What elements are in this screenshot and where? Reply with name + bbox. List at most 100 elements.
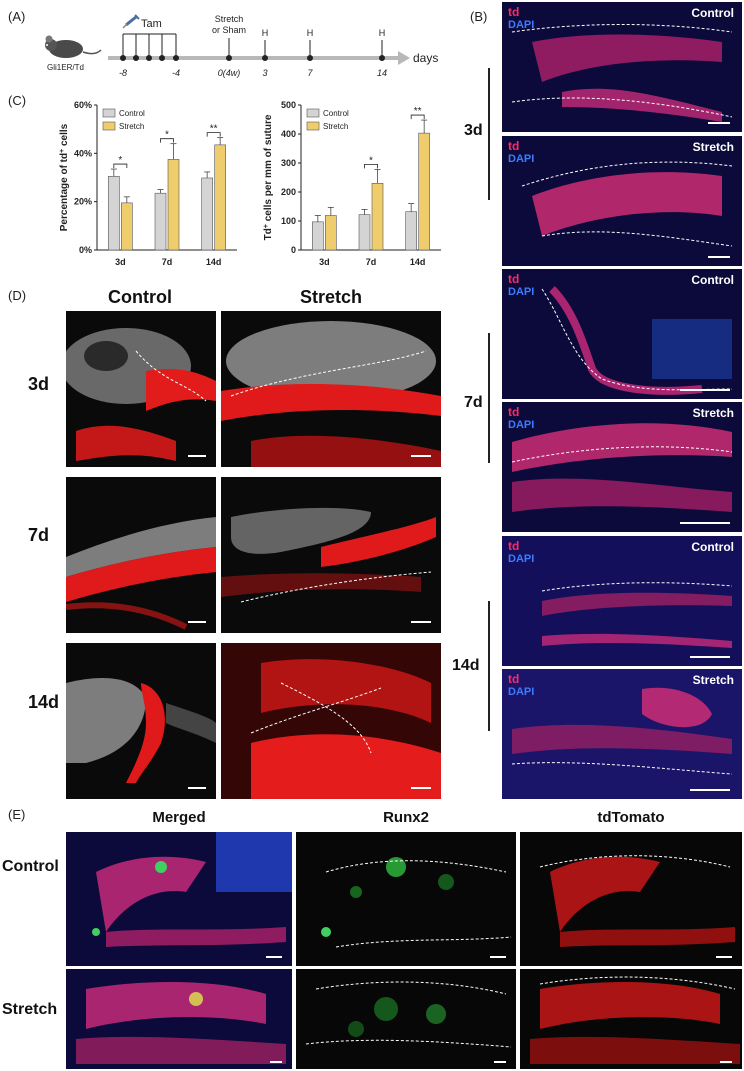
d-row-label-3d: 3d: [28, 374, 50, 394]
significance-bracket: [410, 114, 425, 120]
legend-swatch: [306, 108, 320, 118]
e-image-stretch-merged: [66, 969, 292, 1069]
y-tick-label: 500: [281, 100, 296, 110]
b-image-3d-stretch: td DAPI Stretch: [502, 136, 742, 266]
scale-bar: [188, 455, 206, 457]
e-image-stretch-runx2: [296, 969, 516, 1069]
significance-label: *: [369, 155, 373, 166]
bar-stretch: [167, 159, 180, 251]
chart-percentage-td: 0% 20% 40% 60% Percentage of td+ cells 3d * 7d *…: [59, 100, 237, 267]
b-cond-label: Stretch: [692, 673, 734, 687]
dapi-label: DAPI: [508, 553, 535, 565]
td-label: td: [508, 5, 520, 19]
td-label: td: [508, 672, 520, 686]
b-cond-label: Stretch: [692, 406, 734, 420]
significance-label: **: [414, 106, 422, 117]
td-label: td: [508, 405, 520, 419]
significance-bracket: [160, 138, 174, 143]
bar-control: [405, 211, 417, 251]
tick-label-m8: -8: [119, 68, 127, 78]
harvest-label-7: H: [307, 28, 314, 38]
scale-bar: [411, 455, 431, 457]
harvest-mark-7: [307, 55, 313, 61]
y-tick-label: 400: [281, 129, 296, 139]
b-image-14d-stretch: td DAPI Stretch: [502, 669, 742, 799]
scale-bar: [411, 787, 431, 789]
significance-label: *: [118, 155, 122, 166]
d-image-14d-control: [66, 643, 216, 799]
bar-control: [201, 177, 213, 251]
panel-label-b: (B): [470, 9, 488, 24]
dapi-label: DAPI: [508, 419, 535, 431]
x-tick-label: 14d: [206, 257, 222, 267]
legend-swatch: [102, 108, 116, 118]
b-cond-label: Control: [691, 6, 734, 20]
scale-bar: [266, 956, 282, 958]
dapi-label: DAPI: [508, 153, 535, 165]
bar-control: [358, 214, 371, 251]
d-image-3d-control: [66, 311, 216, 467]
e-image-control-tdtomato: [520, 832, 742, 966]
d-image-3d-stretch: [221, 311, 441, 467]
chart-td-per-mm: 0 100 200 300 400 500 Td+ cells per mm of sutu…: [263, 100, 441, 267]
scale-bar: [690, 656, 730, 658]
legend-label: Control: [119, 109, 145, 118]
bar-stretch: [371, 183, 384, 251]
bar-control: [154, 192, 167, 251]
mouse-strain-label: Gli1ER/Td: [47, 63, 84, 72]
e-image-control-merged: [66, 832, 292, 966]
b-cond-label: Control: [691, 273, 734, 287]
b-image-14d-control: td DAPI Control: [502, 536, 742, 666]
e-row-label-stretch: Stretch: [2, 1001, 58, 1018]
timeline-diagram: Gli1ER/Td days Tam Stretch or Sham H H H…: [45, 14, 438, 78]
b-row-label-7d: 7d: [464, 394, 483, 411]
scale-bar: [490, 956, 506, 958]
b-bracket-3d: [488, 68, 490, 200]
y-axis-label: Td+ cells per mm of suture: [263, 114, 275, 240]
d-col-label-control: Control: [108, 287, 172, 307]
significance-label: *: [165, 130, 169, 141]
scale-bar: [716, 956, 732, 958]
timeline-arrowhead: [398, 51, 410, 65]
d-row-label-14d: 14d: [28, 692, 60, 712]
mouse-icon: [45, 35, 102, 58]
significance-bracket: [113, 163, 128, 169]
y-tick-label: 200: [281, 187, 296, 197]
b-row-label-14d: 14d: [452, 657, 480, 674]
b-image-7d-stretch: td DAPI Stretch: [502, 402, 742, 532]
legend-swatch: [306, 121, 320, 131]
panel-label-d: (D): [8, 288, 27, 303]
scale-bar: [411, 621, 431, 623]
timeline-axis-label: days: [413, 51, 438, 65]
y-tick-label: 0%: [79, 245, 92, 255]
stretch-label-line2: or Sham: [212, 25, 246, 35]
b-image-7d-control: td DAPI Control: [502, 269, 742, 399]
legend-label: Stretch: [323, 122, 348, 131]
tick-label-7: 7: [307, 68, 313, 78]
b-bracket-14d: [488, 601, 490, 731]
bar-stretch: [214, 144, 226, 251]
d-image-7d-control: [66, 477, 216, 633]
d-image-14d-stretch: [221, 643, 441, 799]
stretch-mark: [226, 55, 232, 61]
e-col-label-merged: Merged: [152, 809, 206, 826]
harvest-mark-14: [379, 55, 385, 61]
panel-label-e: (E): [8, 807, 26, 822]
legend-swatch: [102, 121, 116, 131]
y-tick-label: 100: [281, 216, 296, 226]
b-image-3d-control: td DAPI Control: [502, 2, 742, 132]
scale-bar: [720, 1061, 732, 1063]
td-label: td: [508, 139, 520, 153]
e-image-stretch-tdtomato: [520, 969, 742, 1069]
scale-bar: [690, 789, 730, 791]
b-cond-label: Control: [691, 540, 734, 554]
scale-bar: [270, 1061, 282, 1063]
b-cond-label: Stretch: [692, 140, 734, 154]
d-image-7d-stretch: [221, 477, 441, 633]
e-row-label-control: Control: [2, 858, 59, 875]
stretch-label-line1: Stretch: [215, 14, 244, 24]
significance-bracket: [364, 163, 378, 169]
bar-stretch: [121, 202, 133, 251]
d-row-label-7d: 7d: [28, 525, 50, 545]
harvest-label-14: H: [379, 28, 386, 38]
